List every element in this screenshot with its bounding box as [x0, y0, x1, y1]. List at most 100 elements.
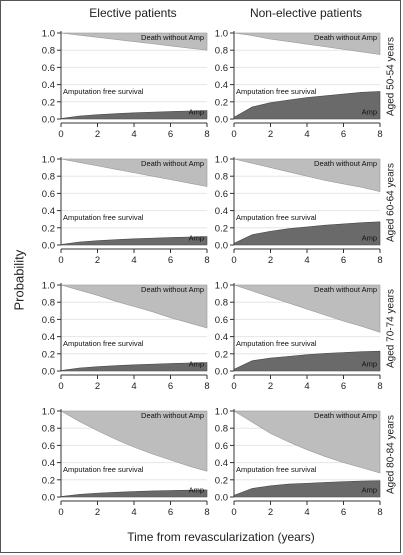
- x-tick-label: 4: [304, 129, 309, 140]
- x-tick-label: 2: [95, 507, 100, 518]
- x-tick-label: 0: [58, 507, 63, 518]
- x-tick-label: 4: [304, 381, 309, 392]
- y-tick-label: 0.4: [215, 458, 228, 469]
- x-tick-label: 6: [341, 381, 346, 392]
- x-tick-label: 2: [95, 255, 100, 266]
- amputation-free-survival-label: Amputation free survival: [63, 465, 144, 474]
- y-tick-label: 0.8: [42, 424, 55, 435]
- amp-area: [60, 110, 208, 120]
- x-tick-label: 6: [341, 129, 346, 140]
- y-tick-label: 0.4: [215, 80, 228, 91]
- y-tick-label: 0.8: [42, 46, 55, 57]
- y-tick-label: 0.4: [42, 80, 55, 91]
- panel-4: 0.0 0.2 0.4 0.6 0.8 1.0 0 2 4 6 8 Death without Amp…: [215, 155, 383, 267]
- amputation-free-survival-label: Amputation free survival: [236, 465, 317, 474]
- y-tick-label: 0.4: [42, 332, 55, 343]
- y-tick-label: 0.0: [42, 115, 55, 126]
- death-label: Death without Amp: [141, 159, 204, 168]
- x-tick-label: 4: [131, 255, 136, 266]
- death-area: [232, 410, 381, 474]
- x-tick-label: 0: [58, 381, 63, 392]
- x-tick-label: 6: [341, 255, 346, 266]
- amputation-free-survival-label: Amputation free survival: [236, 213, 317, 222]
- amp-label: Amp: [362, 107, 377, 116]
- amp-label: Amp: [362, 485, 377, 494]
- y-tick-label: 1.0: [42, 155, 55, 166]
- x-tick-label: 2: [268, 255, 273, 266]
- death-area: [59, 410, 208, 472]
- y-tick-label: 0.4: [215, 332, 228, 343]
- x-tick-label: 4: [304, 255, 309, 266]
- panel-6: 0.0 0.2 0.4 0.6 0.8 1.0 0 2 4 6 8 Death without Amp…: [215, 281, 383, 393]
- x-tick-label: 4: [304, 507, 309, 518]
- amp-label: Amp: [362, 233, 377, 242]
- y-tick-label: 0.8: [215, 424, 228, 435]
- x-tick-label: 4: [131, 507, 136, 518]
- x-tick-label: 0: [231, 255, 236, 266]
- y-tick-label: 0.0: [42, 241, 55, 252]
- death-label: Death without Amp: [141, 285, 204, 294]
- amputation-free-survival-label: Amputation free survival: [63, 87, 144, 96]
- amp-area: [233, 480, 381, 498]
- death-label: Death without Amp: [141, 411, 204, 420]
- y-tick-label: 0.2: [215, 97, 228, 108]
- y-tick-label: 0.4: [215, 206, 228, 217]
- y-tick-label: 0.6: [215, 189, 228, 200]
- x-tick-label: 6: [168, 255, 173, 266]
- y-tick-label: 0.0: [42, 367, 55, 378]
- x-tick-label: 8: [204, 129, 209, 140]
- panel-8: 0.0 0.2 0.4 0.6 0.8 1.0 0 2 4 6 8 Death without Amp…: [215, 407, 383, 519]
- y-tick-label: 0.6: [42, 63, 55, 74]
- amputation-free-survival-label: Amputation free survival: [63, 213, 144, 222]
- amputation-free-survival-label: Amputation free survival: [236, 339, 317, 348]
- y-tick-label: 0.8: [42, 172, 55, 183]
- death-area: [233, 32, 381, 55]
- y-tick-label: 0.0: [215, 241, 228, 252]
- x-tick-label: 8: [204, 507, 209, 518]
- x-tick-label: 2: [268, 129, 273, 140]
- y-tick-label: 0.6: [215, 441, 228, 452]
- x-tick-label: 6: [168, 507, 173, 518]
- x-tick-label: 0: [231, 129, 236, 140]
- amputation-free-survival-label: Amputation free survival: [63, 339, 144, 348]
- y-tick-label: 0.2: [42, 223, 55, 234]
- amp-area: [233, 350, 381, 372]
- death-area: [233, 284, 381, 333]
- y-tick-label: 0.4: [42, 206, 55, 217]
- y-tick-label: 0.0: [42, 493, 55, 504]
- panel-2: 0.0 0.2 0.4 0.6 0.8 1.0 0 2 4 6 8 Death without Amp…: [215, 29, 383, 141]
- death-label: Death without Amp: [141, 33, 204, 42]
- y-tick-label: 1.0: [42, 407, 55, 418]
- x-tick-label: 0: [231, 381, 236, 392]
- x-tick-label: 2: [268, 381, 273, 392]
- y-tick-label: 0.0: [215, 115, 228, 126]
- y-tick-label: 0.8: [215, 172, 228, 183]
- y-tick-label: 0.6: [215, 315, 228, 326]
- y-tick-label: 1.0: [215, 281, 228, 292]
- y-tick-label: 0.6: [42, 441, 55, 452]
- x-tick-label: 6: [341, 507, 346, 518]
- x-tick-label: 6: [168, 129, 173, 140]
- y-tick-label: 0.4: [42, 458, 55, 469]
- x-tick-label: 2: [268, 507, 273, 518]
- x-tick-label: 8: [377, 255, 382, 266]
- y-tick-label: 0.2: [215, 223, 228, 234]
- y-tick-label: 0.2: [42, 475, 55, 486]
- y-tick-label: 0.8: [215, 298, 228, 309]
- amp-area: [60, 489, 208, 498]
- death-area: [233, 158, 381, 193]
- x-tick-label: 2: [95, 129, 100, 140]
- death-label: Death without Amp: [314, 33, 377, 42]
- y-tick-label: 1.0: [215, 29, 228, 40]
- x-tick-label: 8: [377, 129, 382, 140]
- y-tick-label: 1.0: [215, 407, 228, 418]
- x-axis-label: Time from revascularization (years): [127, 530, 315, 544]
- panel-5: 0.0 0.2 0.4 0.6 0.8 1.0 0 2 4 6 8 Death without Amp…: [42, 281, 210, 393]
- death-area: [60, 32, 208, 51]
- amp-label: Amp: [189, 233, 204, 242]
- x-tick-label: 4: [131, 381, 136, 392]
- y-tick-label: 0.2: [42, 349, 55, 360]
- column-title-non-elective: Non-elective patients: [249, 6, 363, 20]
- y-tick-label: 1.0: [42, 29, 55, 40]
